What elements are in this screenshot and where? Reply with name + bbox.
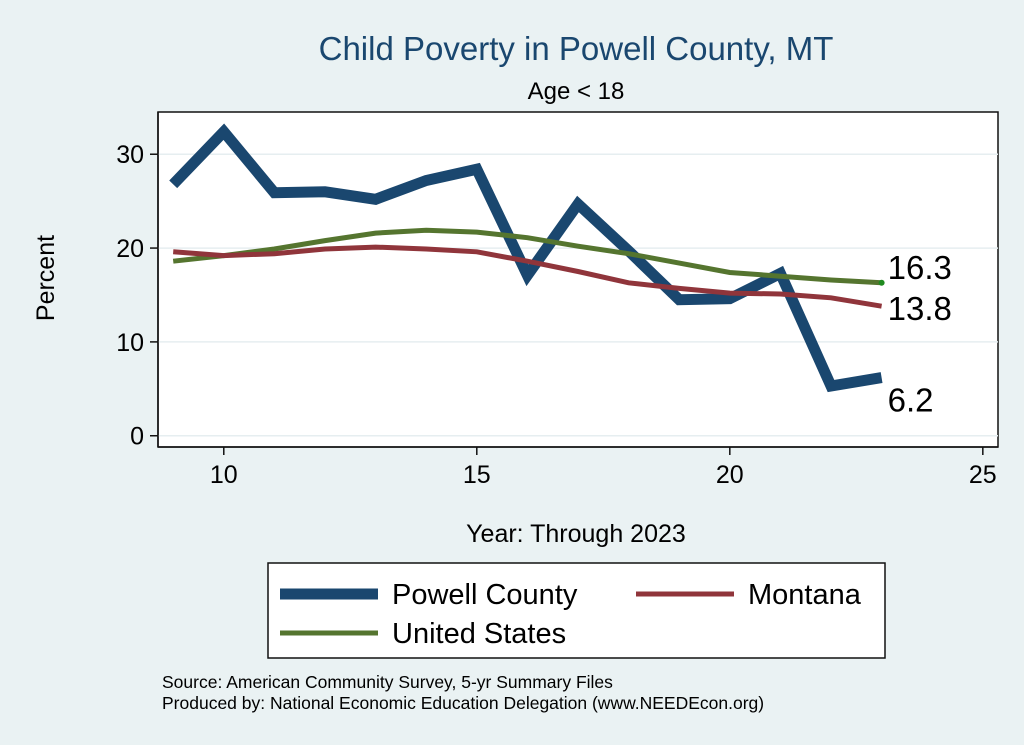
y-tick-label: 0 bbox=[130, 423, 144, 451]
legend: Powell County Montana United States bbox=[267, 562, 886, 659]
x-tick-label: 20 bbox=[716, 461, 744, 489]
x-tick-label: 25 bbox=[969, 461, 997, 489]
x-axis-label: Year: Through 2023 bbox=[466, 520, 686, 548]
legend-box bbox=[267, 562, 886, 659]
x-ticks: 10 15 20 25 bbox=[210, 447, 997, 489]
legend-label-montana: Montana bbox=[748, 579, 862, 611]
series-line-montana bbox=[173, 244, 883, 309]
y-tick-label: 20 bbox=[116, 235, 144, 263]
end-label-united-states: 16.3 bbox=[888, 249, 952, 286]
x-tick-label: 15 bbox=[463, 461, 491, 489]
y-tick-label: 10 bbox=[116, 329, 144, 357]
plot-area bbox=[157, 111, 999, 448]
end-label-powell-county: 6.2 bbox=[888, 382, 934, 419]
source-line-2: Produced by: National Economic Education… bbox=[162, 693, 764, 713]
chart-title: Child Poverty in Powell County, MT bbox=[319, 30, 834, 67]
series-line-united-states bbox=[172, 227, 882, 286]
chart-subtitle: Age < 18 bbox=[528, 78, 625, 105]
end-label-montana: 13.8 bbox=[888, 290, 952, 327]
source-line-1: Source: American Community Survey, 5-yr … bbox=[162, 672, 613, 692]
y-axis-label: Percent bbox=[32, 235, 60, 321]
series-line-powell-county bbox=[169, 123, 883, 393]
legend-label-united-states: United States bbox=[392, 618, 566, 650]
series-lines bbox=[169, 123, 885, 393]
end-marker-united-states bbox=[878, 279, 885, 286]
y-tick-label: 30 bbox=[116, 141, 144, 169]
y-ticks: 0 10 20 30 bbox=[116, 141, 158, 451]
legend-label-powell-county: Powell County bbox=[392, 579, 578, 611]
x-tick-label: 10 bbox=[210, 461, 238, 489]
end-labels: 6.2 13.8 16.3 bbox=[888, 249, 952, 419]
